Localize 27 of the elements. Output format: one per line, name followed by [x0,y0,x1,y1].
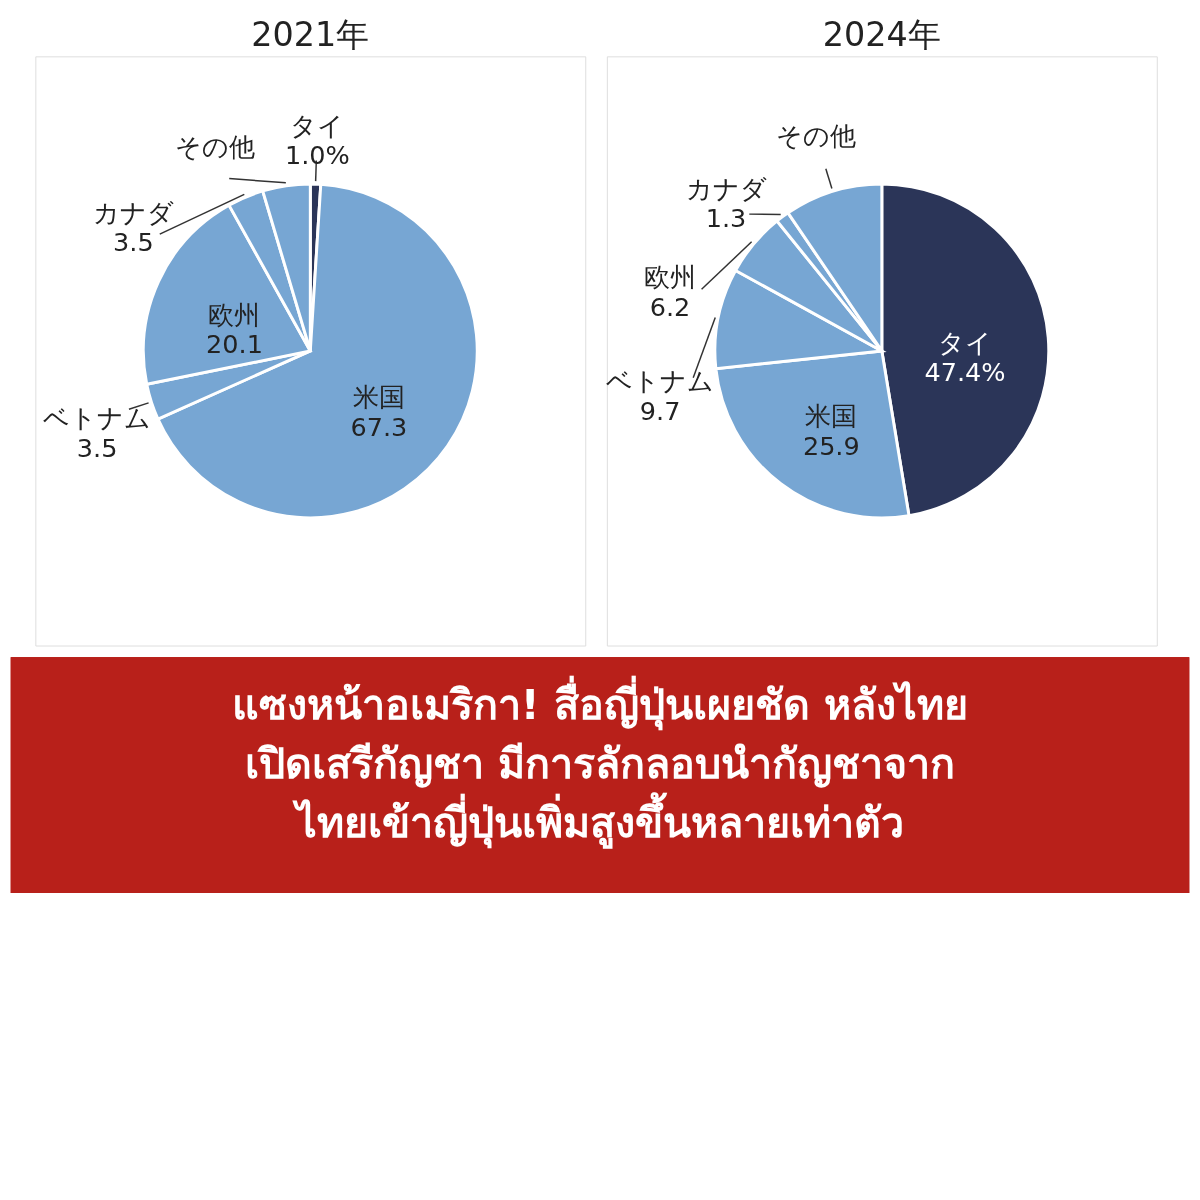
slice-label: その他 [174,132,255,163]
slice-label: 米国 [805,401,858,432]
text: แซงหน้าอเมริกา! สื่อญี่ปุ่นเผยชัด หลังไทย [231,675,969,732]
slice-label: タイ [938,327,993,358]
data-label: 9.7 [639,395,681,426]
chart-title: 2021年 [251,14,370,54]
chart-title: 2024年 [822,14,941,54]
slice-label: その他 [776,120,856,151]
data-label: 6.2 [649,291,691,322]
text: เปิดเสรีกัญชา มีการลักลอบนำกัญชาจาก [244,740,956,789]
data-label: 3.5 [113,227,154,258]
slice-label: カナダ [92,197,174,228]
data-label: 20.1 [206,329,263,360]
slice-label: タイ [290,111,345,141]
slice-label: 欧州 [208,299,261,330]
data-label: 67.3 [350,411,408,442]
slice-label: ベトナム [43,403,152,434]
data-label: 3.5 [76,432,118,463]
slice-label: 米国 [352,382,405,413]
data-label: 1.3 [705,203,747,234]
slice-label: カナダ [685,174,767,204]
text: ไทยเข้าญี่ปุ่นเพิ่มสูงขึ้นหลายเท่าตัว [292,792,904,850]
slice-label: 欧州 [644,262,697,293]
slice-label: ベトナム [606,366,715,397]
data-label: 25.9 [802,430,860,461]
data-label: 1.0% [284,140,350,171]
data-label: 47.4% [924,357,1006,388]
